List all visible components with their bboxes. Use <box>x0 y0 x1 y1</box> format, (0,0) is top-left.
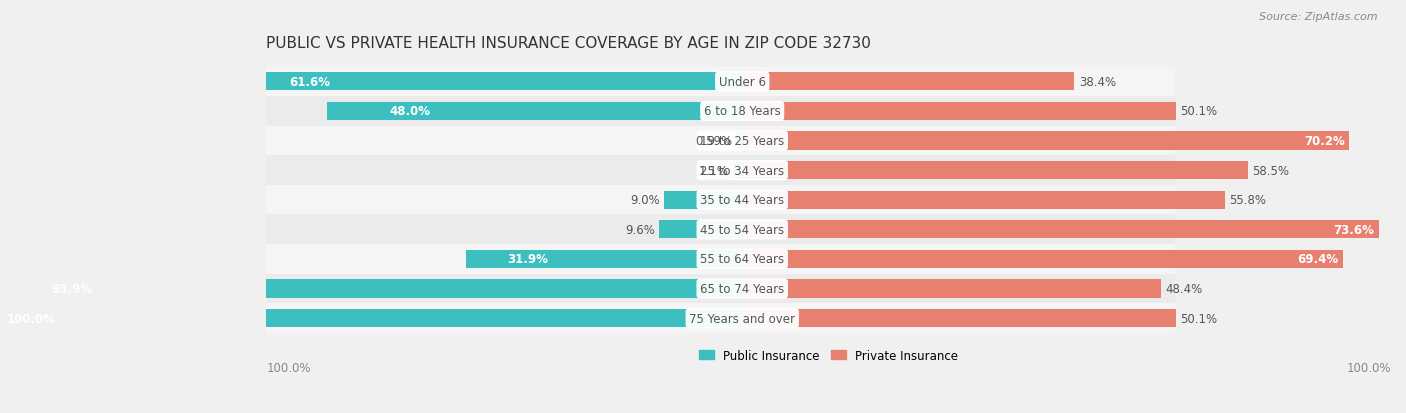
Text: 100.0%: 100.0% <box>267 361 311 374</box>
Bar <box>0 67 1175 97</box>
Text: 25 to 34 Years: 25 to 34 Years <box>700 164 785 177</box>
Bar <box>742 73 1074 91</box>
Text: 19 to 25 Years: 19 to 25 Years <box>700 135 785 147</box>
Text: 73.6%: 73.6% <box>1334 223 1375 236</box>
Bar <box>0 185 1175 215</box>
Text: 55 to 64 Years: 55 to 64 Years <box>700 253 785 266</box>
Bar <box>733 161 742 180</box>
Text: 38.4%: 38.4% <box>1078 76 1116 89</box>
Text: 48.4%: 48.4% <box>1166 282 1202 295</box>
Text: 35 to 44 Years: 35 to 44 Years <box>700 194 785 206</box>
Text: 61.6%: 61.6% <box>290 76 330 89</box>
Text: Under 6: Under 6 <box>718 76 766 89</box>
Bar <box>742 161 1249 180</box>
Bar <box>0 304 1175 333</box>
Bar <box>0 126 1175 156</box>
Text: 55.8%: 55.8% <box>1229 194 1267 206</box>
Bar <box>742 102 1175 121</box>
Text: 100.0%: 100.0% <box>1347 361 1391 374</box>
Bar <box>0 274 1175 304</box>
Bar <box>0 309 742 328</box>
Bar <box>209 73 742 91</box>
Text: 1.1%: 1.1% <box>699 164 728 177</box>
Bar <box>0 97 1175 126</box>
Bar <box>742 221 1379 239</box>
Bar <box>0 156 1175 185</box>
Text: Source: ZipAtlas.com: Source: ZipAtlas.com <box>1260 12 1378 22</box>
Bar <box>665 191 742 209</box>
Bar <box>742 280 1161 298</box>
Bar <box>328 102 742 121</box>
Bar <box>0 215 1175 244</box>
Legend: Public Insurance, Private Insurance: Public Insurance, Private Insurance <box>695 344 963 366</box>
Text: 9.6%: 9.6% <box>626 223 655 236</box>
Text: 93.9%: 93.9% <box>52 282 93 295</box>
Bar <box>742 250 1343 268</box>
Text: 100.0%: 100.0% <box>7 312 56 325</box>
Text: 69.4%: 69.4% <box>1298 253 1339 266</box>
Text: PUBLIC VS PRIVATE HEALTH INSURANCE COVERAGE BY AGE IN ZIP CODE 32730: PUBLIC VS PRIVATE HEALTH INSURANCE COVER… <box>267 36 872 50</box>
Text: 58.5%: 58.5% <box>1253 164 1289 177</box>
Bar <box>742 309 1175 328</box>
Text: 70.2%: 70.2% <box>1305 135 1346 147</box>
Bar <box>467 250 742 268</box>
Text: 0.59%: 0.59% <box>696 135 733 147</box>
Text: 6 to 18 Years: 6 to 18 Years <box>704 105 780 118</box>
Text: 31.9%: 31.9% <box>508 253 548 266</box>
Bar <box>659 221 742 239</box>
Bar <box>737 132 742 150</box>
Text: 48.0%: 48.0% <box>389 105 430 118</box>
Text: 65 to 74 Years: 65 to 74 Years <box>700 282 785 295</box>
Bar <box>0 280 742 298</box>
Bar <box>0 244 1175 274</box>
Bar <box>742 191 1225 209</box>
Bar <box>742 132 1350 150</box>
Text: 45 to 54 Years: 45 to 54 Years <box>700 223 785 236</box>
Text: 75 Years and over: 75 Years and over <box>689 312 796 325</box>
Text: 9.0%: 9.0% <box>630 194 659 206</box>
Text: 50.1%: 50.1% <box>1180 312 1218 325</box>
Text: 50.1%: 50.1% <box>1180 105 1218 118</box>
